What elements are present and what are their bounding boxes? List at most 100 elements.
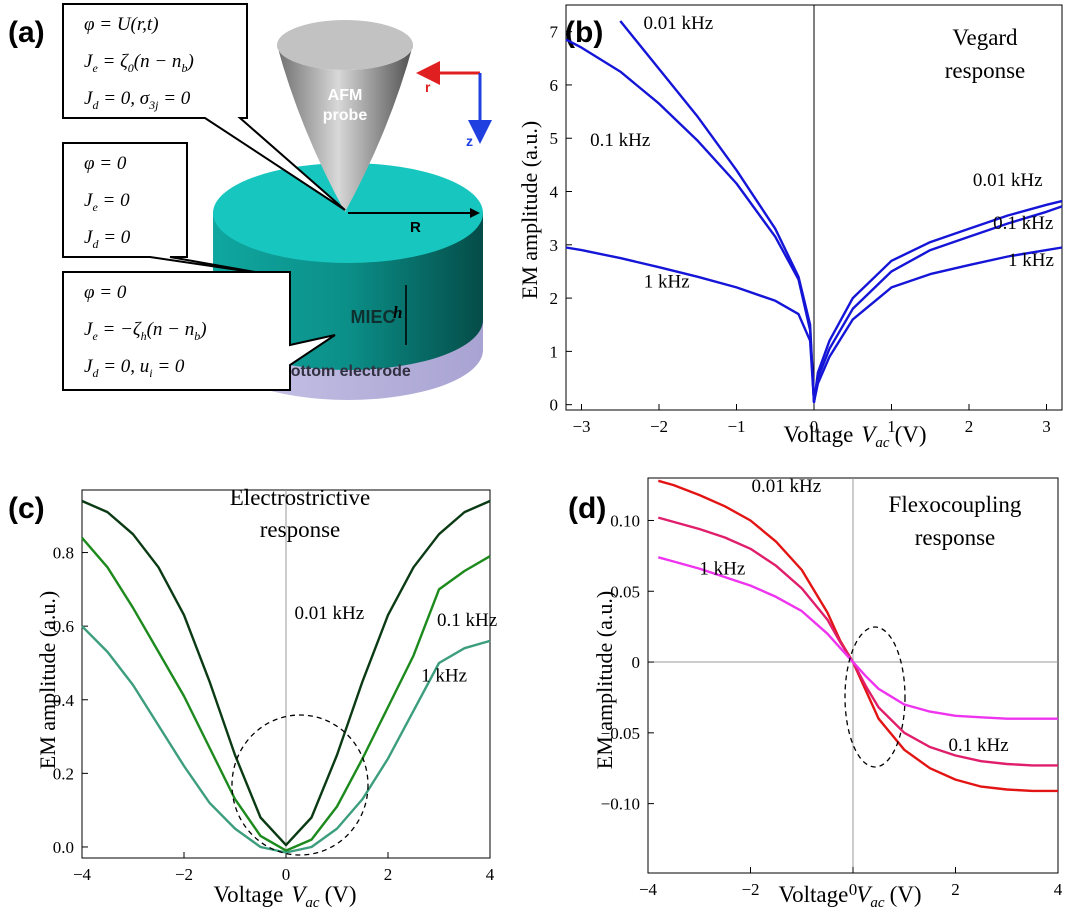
y-tick-label: 0.05 [610,582,640,601]
diagram: (a) R h MIEC Bottom electrode AFM probe … [8,3,492,400]
equation-part: = 0, u [98,356,149,377]
equation-part: = 0 [98,190,130,211]
equation-part: b [194,329,200,343]
equation-part: J [84,319,94,340]
panel-label: (c) [8,492,45,525]
x-tick-label: −3 [572,417,590,436]
chart-title: Flexocoupling [889,492,1022,517]
radius-label: R [410,219,421,236]
height-label: h [393,303,402,322]
layer-label: MIEC [351,307,396,327]
callout-box [62,271,336,391]
panel-label: (b) [565,16,603,49]
equation-part: b [181,61,187,75]
chart-title: Vegard [952,25,1018,50]
equation-part: = ζ [98,51,129,72]
series-line [619,20,1063,404]
panel-label: (a) [8,16,45,49]
equation-part: d [92,366,99,380]
x-tick-label: 0 [810,417,819,436]
equation: Jd = 0 [84,227,131,251]
equation: φ = 0 [84,153,127,174]
series-line [565,246,1063,404]
series-label: 0.1 kHz [993,213,1053,234]
series-label: 0.1 kHz [437,610,497,631]
equation: Je = 0 [84,190,130,214]
equation: φ = 0 [84,282,127,303]
x-axis-label: Voltage Vac (V) [213,882,356,911]
series-label: 0.1 kHz [590,130,650,151]
series-line [81,499,491,847]
equation-part: h [141,329,147,343]
x-axis-label-var: V [291,882,308,907]
series-label: 1 kHz [699,558,745,579]
y-tick-label: 3 [550,236,559,255]
series-label: 0.01 kHz [973,170,1043,191]
series-label: 1 kHz [421,665,467,686]
x-tick-label: 2 [951,880,960,899]
equation-part: e [92,61,98,75]
chart-title: Electrostrictive [230,485,371,510]
x-tick-label: −2 [741,880,759,899]
callout-box [62,142,273,276]
series-label: 0.1 kHz [948,735,1008,756]
y-tick-label: 0 [550,396,559,415]
series-label: 0.01 kHz [295,603,365,624]
series-label: 1 kHz [1008,250,1054,271]
y-tick-label: 0.0 [53,838,74,857]
probe-label: AFM [328,87,363,104]
y-tick-label: 0.8 [53,544,74,563]
y-axis-label: EM amplitude (a.u.) [517,121,542,299]
equation-part: 3j [148,98,159,112]
series-label: 0.01 kHz [752,476,822,497]
y-tick-label: 0 [632,653,641,672]
x-axis-label-unit: (V) [895,422,927,447]
x-tick-label: 2 [384,865,393,884]
x-tick-label: 0 [282,865,291,884]
y-tick-label: 1 [550,342,559,361]
equation: Je = −ζh(n − nb) [84,319,207,343]
equation-part: ) [186,51,193,72]
x-axis-label-unit: (V) [325,882,357,907]
y-tick-label: 7 [550,23,559,42]
series-line [81,625,491,854]
x-tick-label: −2 [175,865,193,884]
equation-part: = 0 [153,356,185,377]
probe-label: probe [323,107,368,124]
x-axis-label-unit: (V) [890,882,922,907]
equation: φ = U(r,t) [84,14,159,35]
y-tick-label: 5 [550,129,559,148]
x-tick-label: 1 [887,417,896,436]
equation-part: J [84,190,94,211]
x-axis-label: Voltage Vac (V) [783,422,926,451]
x-axis-label-sub: ac [305,895,320,911]
equation-part: φ = 0 [84,153,127,174]
y-tick-label: 0.6 [53,617,74,636]
x-axis-label-sub: ac [870,895,885,911]
equation-part: J [84,227,94,248]
equation-part: φ = 0 [84,282,127,303]
x-tick-label: −4 [73,865,92,884]
series-line [657,556,1058,720]
equation-part: = 0, σ [98,88,149,109]
equation-part: d [92,98,99,112]
electrode-label: Bottom electrode [279,363,411,380]
equation-part: e [92,200,98,214]
equation-part: 0 [128,61,134,75]
chart-title: response [260,517,340,542]
equation-part: e [92,329,98,343]
x-axis-label-sub: ac [875,435,890,451]
x-axis-label-text: Voltage [213,882,283,907]
equation-part: φ = U(r,t) [84,14,159,35]
x-tick-label: −2 [650,417,668,436]
x-tick-label: 3 [1042,417,1051,436]
x-tick-label: 4 [1054,880,1063,899]
x-axis-label-var: V [861,422,878,447]
equation-part: (n − n [147,319,195,340]
y-tick-label: 2 [550,289,559,308]
equation-part: (n − n [134,51,182,72]
callout-box [62,3,346,211]
equation-part: = −ζ [98,319,142,340]
